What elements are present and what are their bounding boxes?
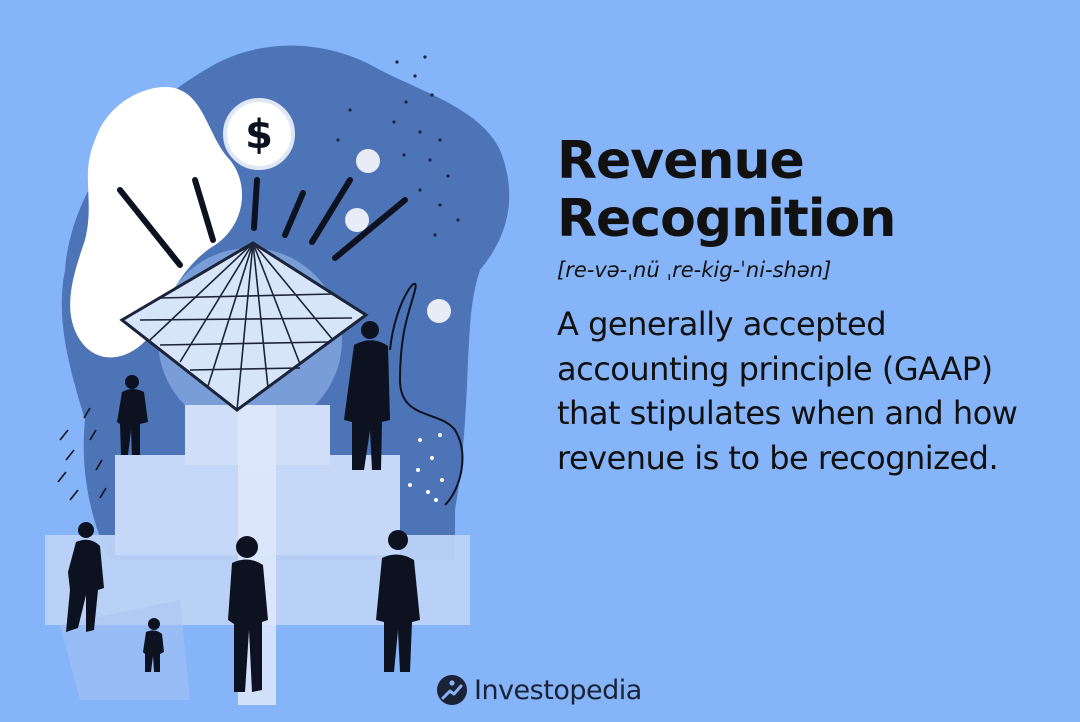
- page-title: Revenue Recognition: [557, 132, 1062, 248]
- hatch-marks: [57, 407, 107, 501]
- definition-text: A generally accepted accounting principl…: [557, 305, 1018, 477]
- brand-name: Investopedia: [474, 674, 642, 706]
- revenue-illustration: $: [45, 45, 510, 705]
- brand-logo[interactable]: Investopedia: [436, 674, 642, 706]
- white-dots: [408, 433, 444, 502]
- burst-lines: [117, 177, 408, 268]
- floating-coin: [345, 208, 369, 232]
- floating-coin: [427, 299, 451, 323]
- investopedia-logo-icon: [437, 675, 467, 705]
- people-silhouettes: [66, 321, 420, 692]
- string-curve: [389, 282, 464, 506]
- dollar-sign: $: [245, 112, 273, 158]
- cloud-shape: [70, 87, 242, 358]
- glass-pyramid: [119, 241, 369, 412]
- pronunciation: [re-və-ˌnü ˌre-kig-ˈni-shən]: [557, 258, 832, 282]
- definition-panel: Revenue Recognition [re-və-ˌnü ˌre-kig-ˈ…: [557, 132, 1062, 480]
- title-line-1: Revenue: [557, 131, 805, 191]
- title-line-2: Recognition: [557, 189, 896, 249]
- decorative-dots: [336, 55, 460, 237]
- floating-coin: [356, 149, 380, 173]
- dollar-coin-icon: [223, 98, 295, 170]
